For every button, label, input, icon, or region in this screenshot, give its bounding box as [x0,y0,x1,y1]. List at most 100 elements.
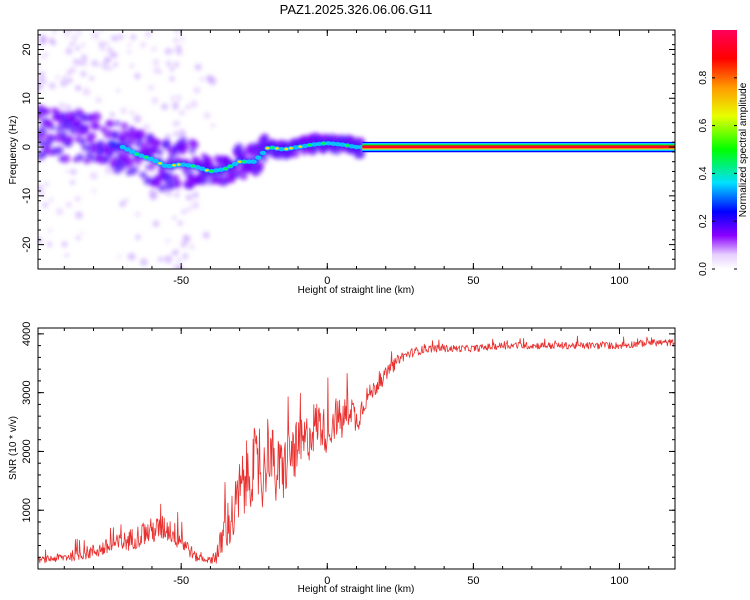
spectrogram-signal-blob [102,142,109,149]
spectrogram-noise-blob [192,191,199,199]
spectrogram-noise-blob [130,64,134,68]
spectrogram-noise-blob [89,76,95,81]
spectrogram-signal-blob [233,171,241,179]
snr-series-line [38,335,675,564]
colorbar-tick-label: 0.0 [698,262,709,276]
spectrogram-noise-blob [80,70,87,77]
spectrogram-signal-blob [61,154,71,163]
spectrogram-signal-blob [174,180,182,188]
spectrogram-signal-blob [255,161,265,171]
spectrogram-noise-blob [100,46,106,52]
spectrogram-noise-blob [208,77,217,86]
spectrogram-noise-blob [69,170,73,174]
ridge-peak-cyan [152,158,159,164]
spectrogram-noise-blob [185,194,193,201]
spectrogram-noise-blob [193,86,201,94]
ridge-peak-hot [321,142,326,145]
ridge-peak-cyan [245,159,253,164]
snr-panel: -50 0 50 100 1000 2000 3000 4000 Height of str… [8,322,676,595]
spectrogram-noise-blob [165,60,172,67]
spectrogram-noise-blob [48,82,56,90]
spectrogram-noise-blob [108,66,113,71]
spectrogram-noise-blob [46,241,53,247]
spectrogram-signal-blob [162,139,171,148]
snr-y-tick-label: 4000 [21,322,33,346]
ridge-peak-hot [204,169,209,172]
spectrogram-noise-blob [167,192,173,197]
ridge-peak-hot [284,147,289,151]
spectrogram-noise-blob [48,228,52,233]
spectrogram-noise-blob [118,34,124,40]
spectrogram-noise-blob [173,131,179,137]
colorbar-gradient [712,30,737,269]
snr-y-tick-label: 3000 [21,380,33,404]
spectrogram-noise-blob [173,38,178,43]
spectrogram-noise-blob [183,258,187,262]
ridge-peak-cyan [325,141,332,146]
spectrogram-y-tick-label: 10 [21,92,33,104]
ridge-peak-hot [144,156,149,159]
spectrogram-noise-blob [130,34,137,40]
spectrogram-noise-blob [89,171,98,180]
spectrogram-noise-blob [107,12,113,18]
ridge-peak-hot [209,170,214,173]
spectrogram-noise-blob [124,198,129,202]
spectrogram-noise-blob [175,30,179,34]
spectrogram-noise-blob [98,63,103,67]
spectrogram-noise-blob [36,21,41,26]
spectrogram-noise-blob [182,174,187,179]
spectrogram-noise-blob [114,53,118,58]
spectrogram-noise-blob [172,265,177,269]
spectrogram-noise-blob [49,198,53,202]
spectrogram-x-tick-label: 100 [610,275,628,287]
spectrogram-noise-blob [116,88,120,93]
spectrogram-signal-blob [204,156,213,164]
figure-title: PAZ1.2025.326.06.06.G11 [280,2,433,17]
spectrogram-signal-blob [101,154,111,164]
spectrogram-noise-blob [66,70,72,76]
spectrogram-noise-blob [42,79,47,85]
spectrogram-noise-blob [199,76,205,82]
spectrogram-noise-blob [65,47,73,55]
ridge-peak-hot [237,160,242,163]
spectrogram-noise-blob [38,71,46,78]
snr-x-tick-label: 100 [610,575,628,587]
spectrogram-noise-blob [76,235,81,241]
spectrogram-signal-blob [83,157,91,165]
spectrogram-y-ticks: -20 -10 0 10 20 [21,34,675,270]
spectrogram-noise-blob [119,200,126,208]
spectrogram-signal-blob [129,166,139,175]
spectrogram-noise-blob [61,241,68,248]
spectrogram-signal-blob [149,163,156,170]
spectrogram-noise-blob [64,253,69,258]
spectrogram-noise-blob [172,105,178,111]
ridge-peak-cyan [311,142,318,147]
snr-x-tick-label: 50 [467,575,479,587]
spectrogram-noise-blob [171,250,177,256]
spectrogram-signal-blob [86,144,93,152]
spectrogram-noise-blob [161,103,169,111]
spectrogram-signal-blob [43,107,52,116]
spectrogram-signal-blob [135,129,146,140]
spectrogram-noise-blob [75,211,83,219]
spectrogram-noise-blob [75,46,80,51]
spectrogram-noise-blob [71,169,77,175]
spectrogram-noise-blob [40,55,44,60]
spectrogram-signal-blob [239,172,248,181]
spectrogram-noise-blob [144,30,152,38]
spectrogram-ridge [119,141,365,174]
spectrogram-noise-blob [175,186,181,192]
spectrogram-noise-blob [180,241,187,248]
spectrogram-noise-blob [65,169,69,173]
spectrogram-noise-blob [179,36,185,42]
spectrogram-noise-blob [65,104,72,111]
spectrogram-signal-blob [39,133,46,140]
ridge-peak-hot [223,167,228,170]
spectrogram-noise-blob [38,16,43,21]
spectrogram-noise-blob [120,107,127,114]
ridge-peak-cyan [119,144,126,150]
ridge-peak-hot [298,145,303,148]
spectrogram-signal-cloud [38,104,366,193]
spectrogram-signal-blob [103,129,113,139]
spectrogram-noise-blob [104,166,113,175]
